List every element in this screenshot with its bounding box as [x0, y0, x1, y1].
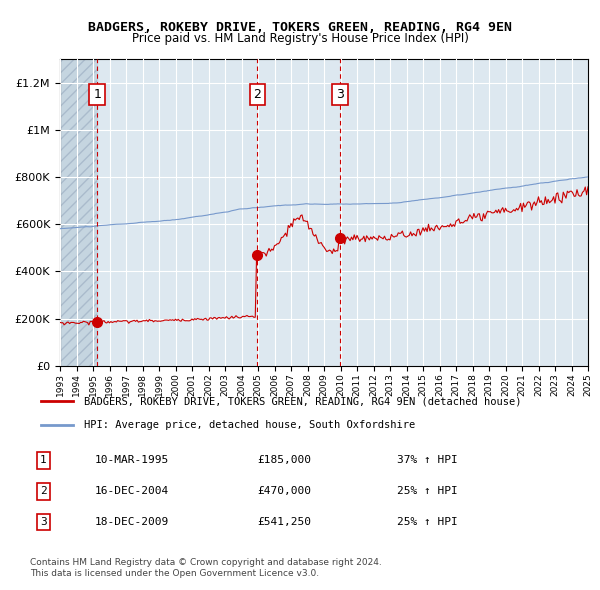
Text: 1: 1	[93, 88, 101, 101]
Text: 37% ↑ HPI: 37% ↑ HPI	[397, 455, 458, 465]
Text: £541,250: £541,250	[257, 517, 311, 527]
Text: 18-DEC-2009: 18-DEC-2009	[95, 517, 169, 527]
Text: 3: 3	[336, 88, 344, 101]
Text: 3: 3	[40, 517, 47, 527]
Text: 2: 2	[40, 486, 47, 496]
Bar	[60, 59, 97, 366]
Text: BADGERS, ROKEBY DRIVE, TOKERS GREEN, READING, RG4 9EN (detached house): BADGERS, ROKEBY DRIVE, TOKERS GREEN, REA…	[84, 396, 521, 407]
Bar	[60, 59, 97, 366]
Text: Contains HM Land Registry data © Crown copyright and database right 2024.: Contains HM Land Registry data © Crown c…	[30, 558, 382, 566]
Text: 2: 2	[253, 88, 261, 101]
Text: 1: 1	[40, 455, 47, 465]
Text: 16-DEC-2004: 16-DEC-2004	[95, 486, 169, 496]
Text: 25% ↑ HPI: 25% ↑ HPI	[397, 486, 458, 496]
Text: £185,000: £185,000	[257, 455, 311, 465]
Text: HPI: Average price, detached house, South Oxfordshire: HPI: Average price, detached house, Sout…	[84, 419, 415, 430]
Text: Price paid vs. HM Land Registry's House Price Index (HPI): Price paid vs. HM Land Registry's House …	[131, 32, 469, 45]
Text: 10-MAR-1995: 10-MAR-1995	[95, 455, 169, 465]
Text: BADGERS, ROKEBY DRIVE, TOKERS GREEN, READING, RG4 9EN: BADGERS, ROKEBY DRIVE, TOKERS GREEN, REA…	[88, 21, 512, 34]
Text: 25% ↑ HPI: 25% ↑ HPI	[397, 517, 458, 527]
Text: This data is licensed under the Open Government Licence v3.0.: This data is licensed under the Open Gov…	[30, 569, 319, 578]
Text: £470,000: £470,000	[257, 486, 311, 496]
